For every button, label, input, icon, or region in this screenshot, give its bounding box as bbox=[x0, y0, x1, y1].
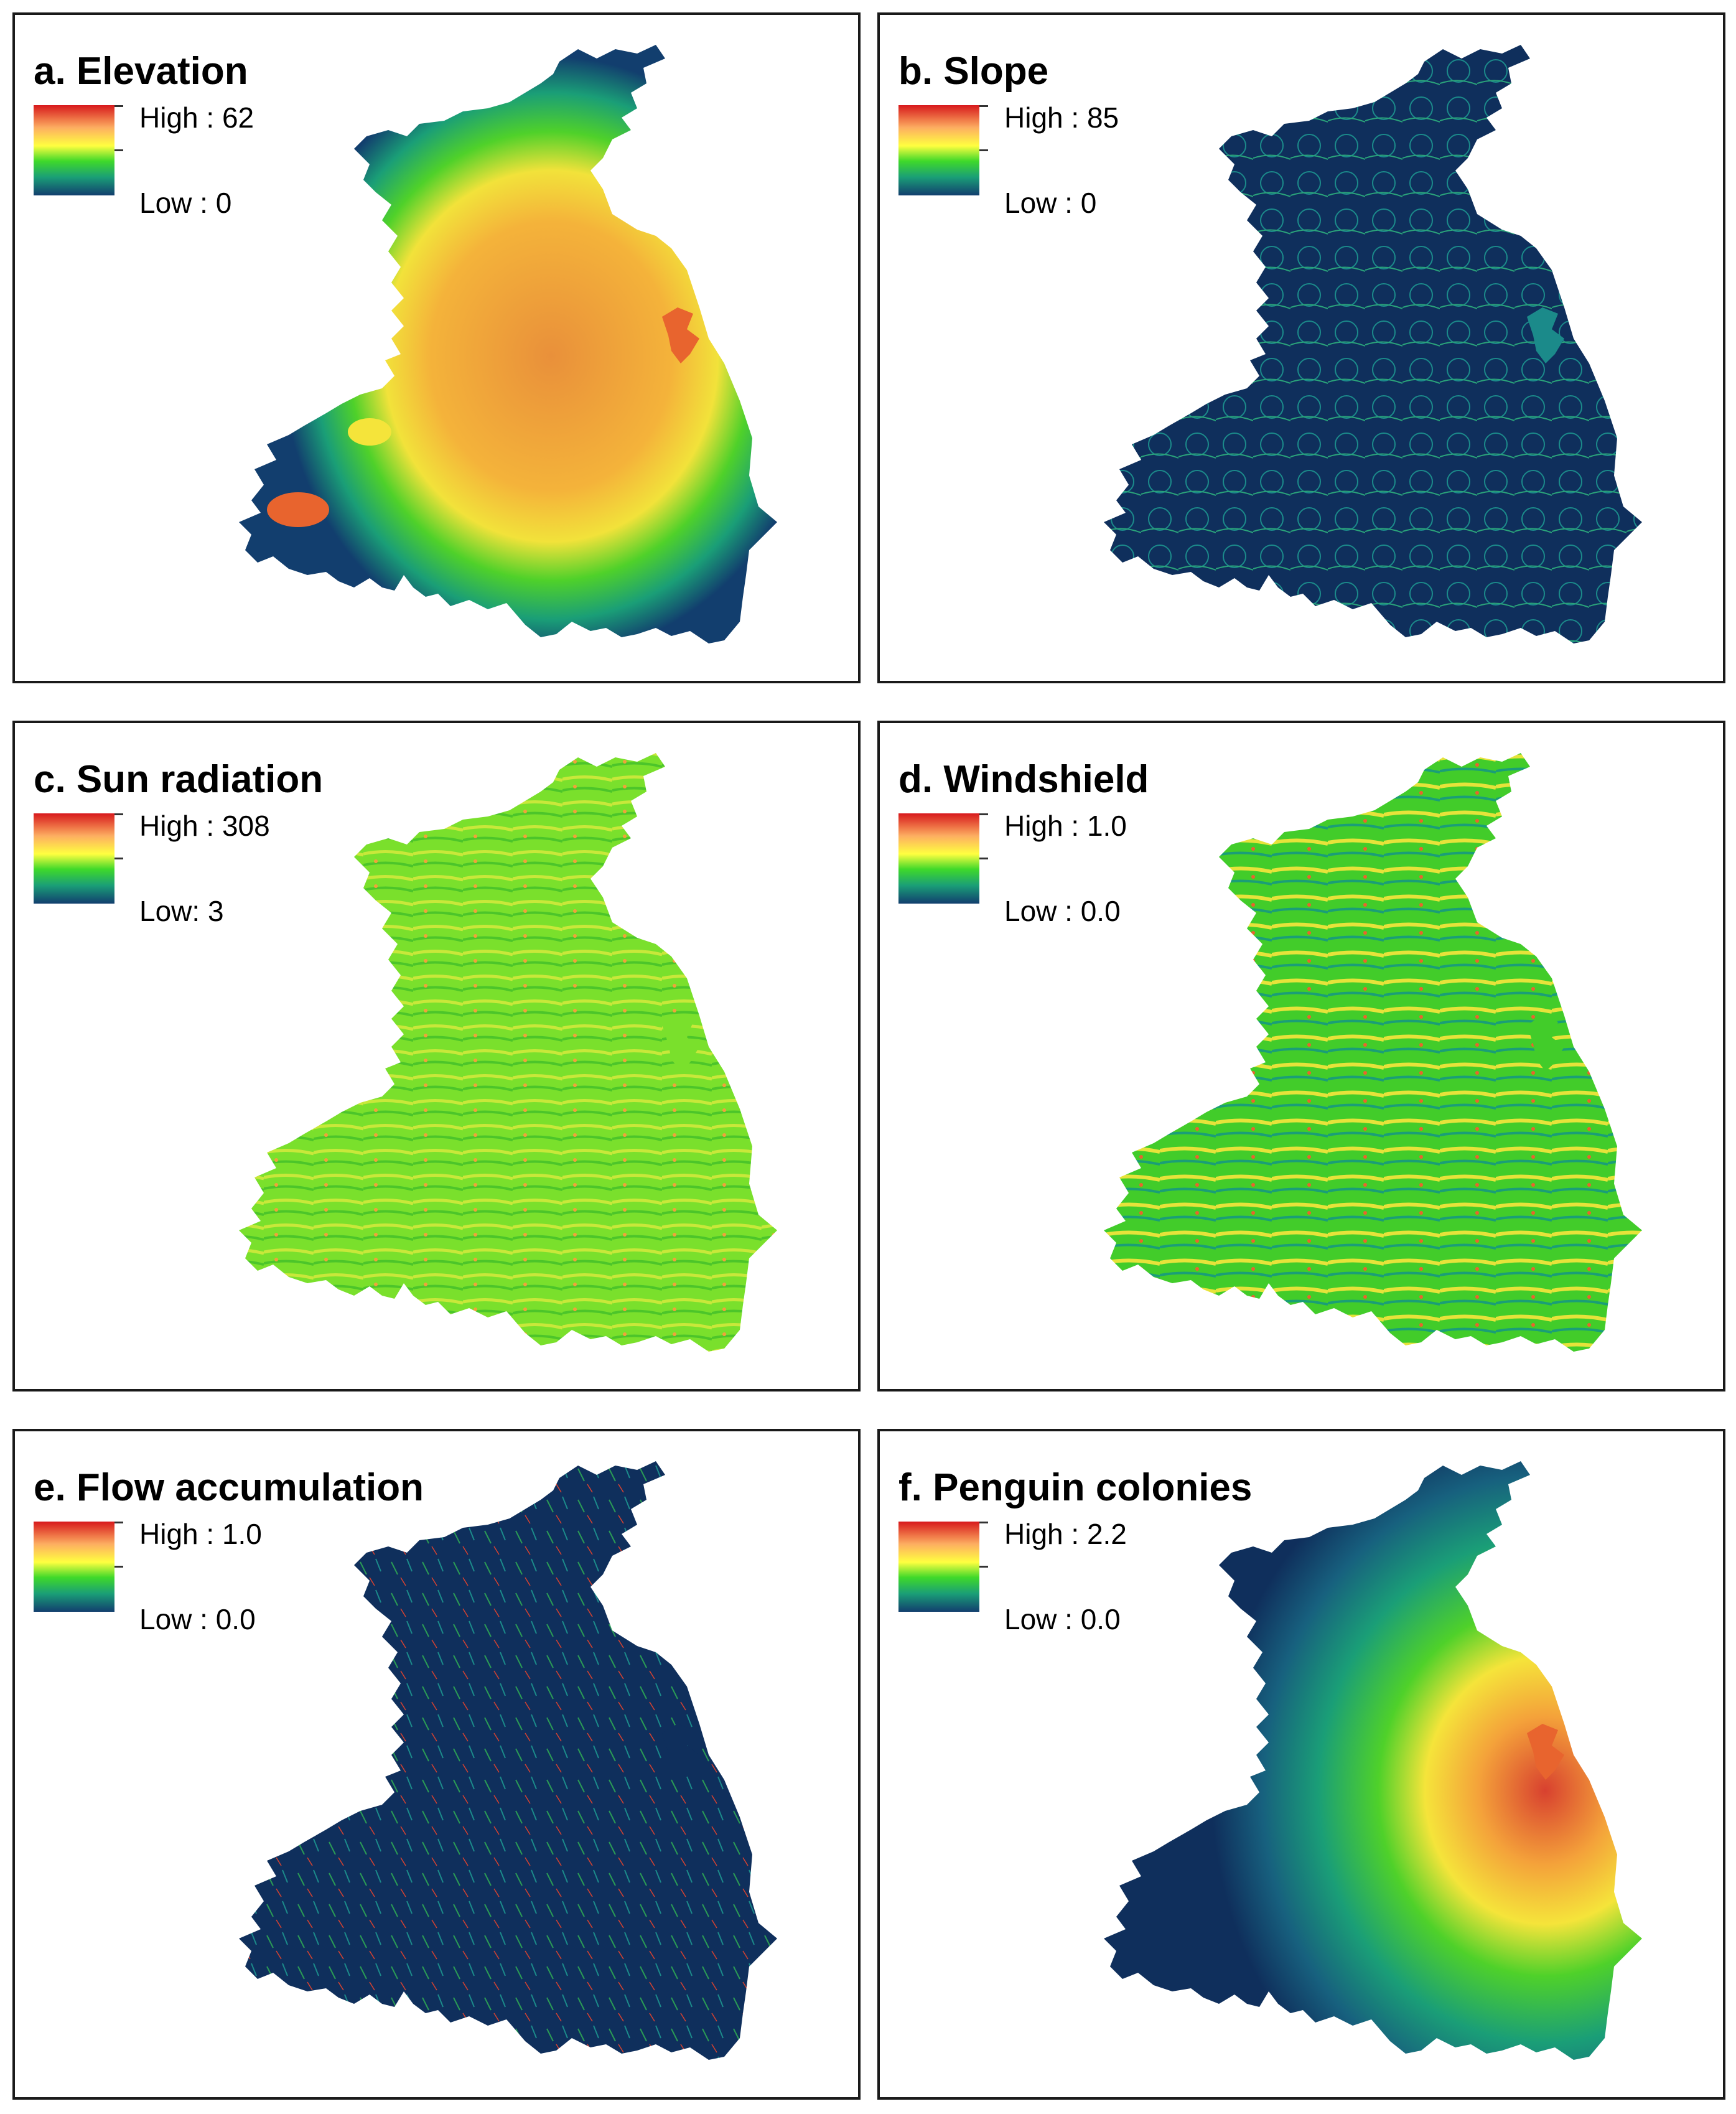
panel-penguin-colonies: f. Penguin colonies High : 2.2 Low : 0.0 bbox=[877, 1429, 1725, 2100]
panel-flow-accumulation: e. Flow accumulation High : 1.0 Low : 0.… bbox=[12, 1429, 861, 2100]
panel-sun-radiation: c. Sun radiation High : 308 Low: 3 bbox=[12, 721, 861, 1391]
legend-color-ramp bbox=[34, 813, 114, 904]
panel-title: d. Windshield bbox=[898, 758, 1149, 801]
legend-tick bbox=[114, 813, 123, 815]
legend-low-label: Low : 0.0 bbox=[1004, 895, 1121, 927]
legend-color-ramp bbox=[898, 105, 979, 195]
panel-slope: b. Slope High : 85 Low : 0 bbox=[877, 12, 1725, 683]
legend-tick bbox=[114, 1522, 123, 1523]
legend-tick bbox=[979, 1566, 988, 1568]
legend-high-label: High : 85 bbox=[1004, 101, 1119, 134]
legend-low-label: Low : 0 bbox=[1004, 187, 1097, 219]
legend-color-ramp bbox=[898, 1522, 979, 1612]
legend-low-label: Low : 0.0 bbox=[139, 1603, 256, 1635]
legend-tick bbox=[979, 149, 988, 151]
legend-tick bbox=[114, 858, 123, 859]
legend-tick bbox=[114, 105, 123, 107]
panel-title: b. Slope bbox=[898, 50, 1049, 93]
legend-high-label: High : 1.0 bbox=[139, 1518, 262, 1550]
panel-title: f. Penguin colonies bbox=[898, 1466, 1253, 1509]
panel-windshield: d. Windshield High : 1.0 Low : 0.0 bbox=[877, 721, 1725, 1391]
legend-tick bbox=[979, 813, 988, 815]
panel-title: c. Sun radiation bbox=[34, 758, 324, 801]
legend-low-label: Low : 0 bbox=[139, 187, 232, 219]
legend-high-label: High : 1.0 bbox=[1004, 810, 1127, 842]
legend-tick bbox=[979, 858, 988, 859]
panel-title: a. Elevation bbox=[34, 50, 248, 93]
legend-high-label: High : 62 bbox=[139, 101, 254, 134]
legend-tick bbox=[114, 1566, 123, 1568]
legend-low-label: Low : 0.0 bbox=[1004, 1603, 1121, 1635]
legend-tick bbox=[114, 149, 123, 151]
legend-high-label: High : 308 bbox=[139, 810, 270, 842]
panel-elevation: a. Elevation High : 62 Low : 0 bbox=[12, 12, 861, 683]
legend-color-ramp bbox=[34, 1522, 114, 1612]
map-elevation bbox=[239, 45, 777, 643]
legend-tick bbox=[979, 1522, 988, 1523]
legend-tick bbox=[979, 105, 988, 107]
panel-title: e. Flow accumulation bbox=[34, 1466, 424, 1509]
legend-color-ramp bbox=[898, 813, 979, 904]
legend-color-ramp bbox=[34, 105, 114, 195]
legend-high-label: High : 2.2 bbox=[1004, 1518, 1127, 1550]
legend-low-label: Low: 3 bbox=[139, 895, 224, 927]
